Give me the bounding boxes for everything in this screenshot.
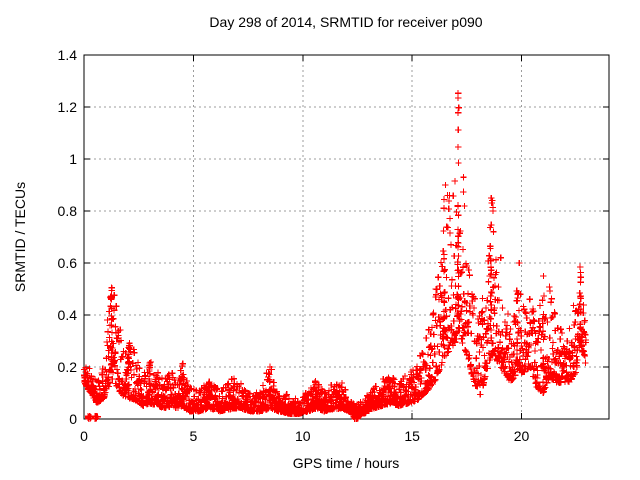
svg-text:0.6: 0.6 <box>58 255 78 271</box>
chart-title: Day 298 of 2014, SRMTID for receiver p09… <box>209 14 482 30</box>
svg-text:15: 15 <box>404 428 420 444</box>
svg-text:10: 10 <box>295 428 311 444</box>
svg-text:0.4: 0.4 <box>58 307 78 323</box>
svg-text:20: 20 <box>514 428 530 444</box>
y-axis-label: SRMTID / TECUs <box>12 182 28 292</box>
svg-text:0.2: 0.2 <box>58 359 78 375</box>
x-axis-label: GPS time / hours <box>293 455 400 471</box>
tick-labels: 0 5 10 15 20 0 0.2 0.4 0.6 0.8 1 1.2 1.4 <box>58 47 530 444</box>
svg-text:0.8: 0.8 <box>58 203 78 219</box>
plot-border <box>83 54 610 420</box>
svg-text:0: 0 <box>80 428 88 444</box>
svg-text:0: 0 <box>69 411 77 427</box>
grid-lines <box>84 55 609 419</box>
svg-text:1.2: 1.2 <box>58 99 78 115</box>
svg-text:1: 1 <box>69 151 77 167</box>
svg-text:1.4: 1.4 <box>58 47 78 63</box>
svg-text:5: 5 <box>189 428 197 444</box>
scatter-points <box>80 90 590 423</box>
